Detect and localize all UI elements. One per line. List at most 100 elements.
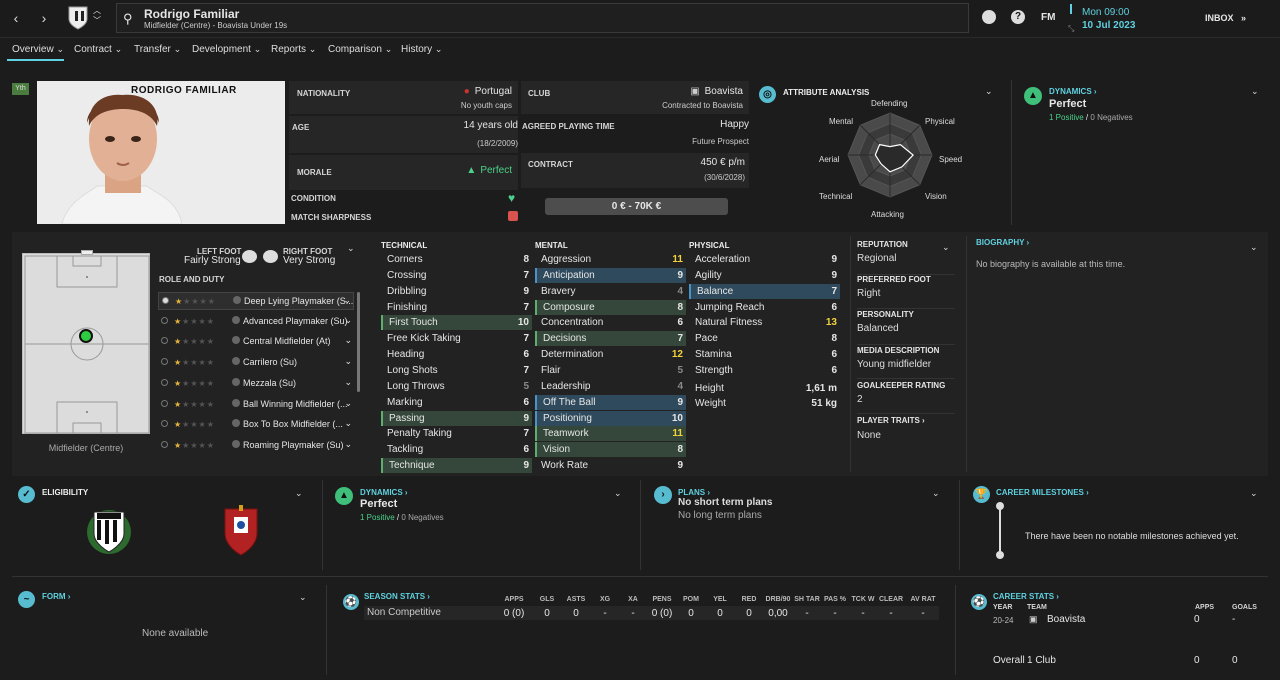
- attribute-row-work-rate[interactable]: Work Rate 9: [535, 458, 686, 473]
- career-milestones-title-link[interactable]: CAREER MILESTONES ›: [996, 488, 1089, 497]
- attribute-row-vision[interactable]: Vision 8: [535, 442, 686, 458]
- feet-chevron-icon[interactable]: ⌄: [347, 243, 355, 253]
- role-radio[interactable]: [161, 399, 168, 407]
- dynamics-chevron-icon[interactable]: ⌄: [1251, 86, 1259, 96]
- role-row[interactable]: ★★★★★ Advanced Playmaker (Su) ⌄: [158, 313, 354, 331]
- role-info-icon[interactable]: [232, 336, 240, 345]
- season-stat-header[interactable]: XG: [599, 596, 611, 603]
- transfer-value-bar[interactable]: 0 € - 70K €: [545, 198, 728, 215]
- biography-chevron-icon[interactable]: ⌄: [1250, 242, 1258, 252]
- morale-value[interactable]: ▲ Perfect: [466, 165, 512, 176]
- inbox-button[interactable]: INBOX »: [1205, 13, 1246, 23]
- attribute-row-composure[interactable]: Composure 8: [535, 299, 686, 315]
- attribute-row-leadership[interactable]: Leadership 4: [535, 379, 686, 394]
- duty-chevron-icon[interactable]: ⌄: [344, 314, 352, 325]
- season-stat-header[interactable]: YEL: [713, 596, 727, 603]
- attribute-row-teamwork[interactable]: Teamwork 11: [535, 426, 686, 442]
- attribute-row-balance[interactable]: Balance 7: [689, 283, 840, 299]
- attribute-row-long-throws[interactable]: Long Throws 5: [381, 379, 532, 394]
- club-switch-icon[interactable]: ︿ ﹀: [93, 6, 101, 25]
- attribute-row-aggression[interactable]: Aggression 11: [535, 252, 686, 267]
- attribute-row-concentration[interactable]: Concentration 6: [535, 315, 686, 330]
- role-radio[interactable]: [161, 378, 168, 386]
- attribute-row-anticipation[interactable]: Anticipation 9: [535, 267, 686, 283]
- back-arrow-icon[interactable]: ‹: [13, 10, 19, 26]
- plans-title-link[interactable]: PLANS ›: [678, 488, 711, 497]
- attribute-row-technique[interactable]: Technique 9: [381, 458, 532, 474]
- attribute-row-corners[interactable]: Corners 8: [381, 252, 532, 267]
- role-radio[interactable]: [162, 297, 169, 304]
- attribute-row-dribbling[interactable]: Dribbling 9: [381, 284, 532, 299]
- role-info-icon[interactable]: [233, 296, 241, 304]
- season-stats-title-link[interactable]: SEASON STATS ›: [364, 592, 430, 601]
- role-radio[interactable]: [161, 358, 168, 366]
- club-value[interactable]: ▣ Boavista: [690, 86, 743, 97]
- attribute-row-tackling[interactable]: Tackling 6: [381, 442, 532, 457]
- tab-reports[interactable]: Reports ⌄: [271, 44, 316, 55]
- role-info-icon[interactable]: [232, 419, 240, 428]
- roles-scrollbar[interactable]: [357, 292, 360, 392]
- tab-comparison[interactable]: Comparison ⌄: [328, 44, 392, 55]
- attribute-row-decisions[interactable]: Decisions 7: [535, 331, 686, 347]
- info-chevron-icon[interactable]: ⌄: [942, 242, 950, 252]
- role-info-icon[interactable]: [232, 377, 240, 386]
- attribute-row-pace[interactable]: Pace 8: [689, 331, 840, 346]
- attribute-row-free-kick-taking[interactable]: Free Kick Taking 7: [381, 331, 532, 346]
- role-info-icon[interactable]: [232, 357, 240, 366]
- season-stat-header[interactable]: PAS %: [823, 596, 847, 603]
- role-row[interactable]: ★★★★★ Central Midfielder (At) ⌄: [158, 333, 354, 351]
- attribute-row-off-the-ball[interactable]: Off The Ball 9: [535, 394, 686, 410]
- role-radio[interactable]: [161, 440, 168, 448]
- nationality-value[interactable]: ● Portugal: [464, 86, 512, 97]
- attribute-row-strength[interactable]: Strength 6: [689, 363, 840, 378]
- duty-chevron-icon[interactable]: ⌄: [344, 418, 352, 429]
- role-row[interactable]: ★★★★★ Deep Lying Playmaker (S... ⌄: [158, 292, 354, 310]
- attribute-row-positioning[interactable]: Positioning 10: [535, 410, 686, 426]
- season-stat-header[interactable]: TCK W: [851, 596, 875, 603]
- tab-overview[interactable]: Overview ⌄: [12, 44, 64, 55]
- season-stat-header[interactable]: DRB/90: [765, 596, 791, 603]
- career-stats-title-link[interactable]: CAREER STATS ›: [993, 592, 1059, 601]
- milestones-chevron-icon[interactable]: ⌄: [1250, 488, 1258, 498]
- season-stat-header[interactable]: ASTS: [566, 596, 586, 603]
- dynamics-chevron-icon[interactable]: ⌄: [614, 488, 622, 498]
- season-stat-header[interactable]: PENS: [652, 596, 672, 603]
- season-stat-header[interactable]: XA: [628, 596, 638, 603]
- attribute-row-flair[interactable]: Flair 5: [535, 363, 686, 378]
- attribute-row-marking[interactable]: Marking 6: [381, 395, 532, 410]
- attribute-analysis-chevron-icon[interactable]: ⌄: [985, 86, 993, 96]
- attribute-row-crossing[interactable]: Crossing 7: [381, 268, 532, 283]
- forward-arrow-icon[interactable]: ›: [41, 10, 47, 26]
- attribute-row-bravery[interactable]: Bravery 4: [535, 284, 686, 299]
- attribute-row-determination[interactable]: Determination 12: [535, 347, 686, 362]
- tab-contract[interactable]: Contract ⌄: [74, 44, 122, 55]
- season-stat-header[interactable]: APPS: [504, 596, 524, 603]
- tab-transfer[interactable]: Transfer ⌄: [134, 44, 181, 55]
- role-info-icon[interactable]: [232, 439, 240, 448]
- attribute-row-heading[interactable]: Heading 6: [381, 347, 532, 362]
- role-radio[interactable]: [161, 337, 168, 345]
- plans-chevron-icon[interactable]: ⌄: [932, 488, 940, 498]
- season-stat-header[interactable]: POM: [683, 596, 699, 603]
- role-row[interactable]: ★★★★★ Box To Box Midfielder (... ⌄: [158, 416, 354, 434]
- role-row[interactable]: ★★★★★ Roaming Playmaker (Su) ⌄: [158, 437, 354, 455]
- dynamics-title-link[interactable]: DYNAMICS ›: [360, 488, 408, 497]
- season-stat-header[interactable]: GLS: [539, 596, 555, 603]
- role-info-icon[interactable]: [232, 315, 240, 324]
- season-stat-header[interactable]: RED: [741, 596, 757, 603]
- form-title-link[interactable]: FORM ›: [42, 592, 71, 601]
- duty-chevron-icon[interactable]: ⌄: [344, 438, 352, 449]
- fm-menu-button[interactable]: FM: [1041, 12, 1056, 23]
- attribute-row-first-touch[interactable]: First Touch 10: [381, 315, 532, 331]
- duty-chevron-icon[interactable]: ⌄: [344, 356, 352, 367]
- ai-assistant-icon[interactable]: [982, 10, 996, 24]
- attribute-row-passing[interactable]: Passing 9: [381, 410, 532, 426]
- eligibility-chevron-icon[interactable]: ⌄: [295, 488, 303, 498]
- attribute-row-jumping-reach[interactable]: Jumping Reach 6: [689, 300, 840, 315]
- role-radio[interactable]: [161, 420, 168, 428]
- attribute-row-acceleration[interactable]: Acceleration 9: [689, 252, 840, 267]
- role-row[interactable]: ★★★★★ Mezzala (Su) ⌄: [158, 375, 354, 393]
- season-stat-header[interactable]: AV RAT: [910, 596, 936, 603]
- tab-history[interactable]: History ⌄: [401, 44, 442, 55]
- date-continue-button[interactable]: Mon 09:00 10 Jul 2023 ⤡: [1068, 4, 1190, 34]
